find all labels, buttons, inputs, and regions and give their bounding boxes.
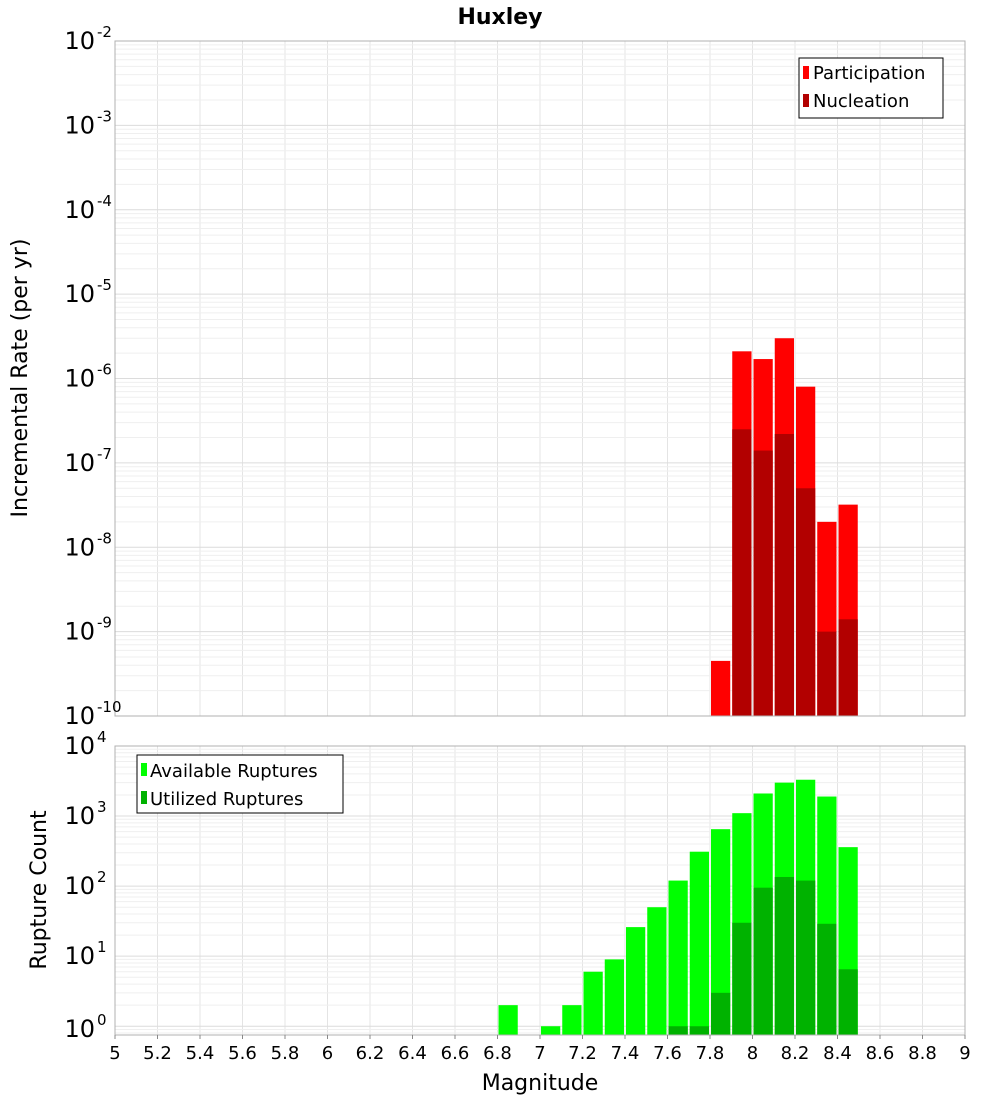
count-y-tick-base: 10 xyxy=(64,802,95,830)
x-tick-label: 6.4 xyxy=(398,1043,427,1064)
legend-swatch-nucleation xyxy=(803,94,809,107)
rate-panel: 10-210-310-410-510-610-710-810-910-10 In… xyxy=(8,23,966,730)
count-bar-available-ruptures xyxy=(711,829,731,1035)
count-bar-available-ruptures xyxy=(498,1005,518,1035)
rate-y-tick-base: 10 xyxy=(64,196,95,224)
rate-y-tick-base: 10 xyxy=(64,702,95,730)
count-bar-available-ruptures xyxy=(562,1005,582,1035)
count-bar-utilized-ruptures xyxy=(668,1026,688,1035)
legend-label-available: Available Ruptures xyxy=(150,761,318,782)
count-y-tick-base: 10 xyxy=(64,732,95,760)
rate-bar-nucleation xyxy=(796,488,816,716)
rate-y-tick-exp: -2 xyxy=(97,23,112,41)
rate-plot-border xyxy=(114,40,966,717)
legend-swatch-available xyxy=(141,763,147,776)
x-tick-label: 8.6 xyxy=(866,1043,895,1064)
x-tick-label: 8.8 xyxy=(908,1043,937,1064)
x-tick-label: 5.4 xyxy=(186,1043,215,1064)
rate-y-tick-base: 10 xyxy=(64,365,95,393)
rate-bar-nucleation xyxy=(838,619,858,716)
count-bar-utilized-ruptures xyxy=(796,880,816,1035)
rate-y-tick-exp: -3 xyxy=(97,107,112,125)
count-y-tick-exp: 0 xyxy=(97,1011,107,1029)
x-tick-label: 9 xyxy=(959,1043,970,1064)
legend-label-utilized: Utilized Ruptures xyxy=(150,789,303,810)
x-tick-label: 7 xyxy=(534,1043,545,1064)
count-bar-available-ruptures xyxy=(626,927,646,1035)
legend-label-nucleation: Nucleation xyxy=(813,91,909,112)
rate-y-tick-base: 10 xyxy=(64,27,95,55)
x-tick-label: 7.8 xyxy=(696,1043,725,1064)
rate-y-tick-exp: -9 xyxy=(97,614,112,632)
rate-y-tick-base: 10 xyxy=(64,618,95,646)
x-tick-label: 7.2 xyxy=(568,1043,597,1064)
x-tick-label: 6.2 xyxy=(356,1043,385,1064)
rate-y-tick-base: 10 xyxy=(64,449,95,477)
rate-bar-nucleation xyxy=(774,433,794,716)
x-tick-label: 6 xyxy=(322,1043,333,1064)
rate-y-tick-exp: -8 xyxy=(97,529,112,547)
count-bar-available-ruptures xyxy=(689,851,709,1035)
count-y-tick-exp: 1 xyxy=(97,938,107,956)
count-bar-utilized-ruptures xyxy=(817,923,837,1035)
rate-y-tick-exp: -4 xyxy=(97,192,112,210)
count-bar-available-ruptures xyxy=(541,1026,561,1035)
count-bar-utilized-ruptures xyxy=(838,969,858,1035)
count-bar-utilized-ruptures xyxy=(753,887,773,1035)
count-y-tick-exp: 4 xyxy=(97,728,107,746)
count-bar-utilized-ruptures xyxy=(732,922,752,1035)
rate-bar-nucleation xyxy=(732,429,752,716)
x-tick-label: 5.8 xyxy=(271,1043,300,1064)
rate-y-tick-base: 10 xyxy=(64,280,95,308)
legend-label-participation: Participation xyxy=(813,63,925,84)
rate-y-axis-label: Incremental Rate (per yr) xyxy=(8,239,33,518)
count-bar-available-ruptures xyxy=(583,971,603,1035)
count-y-tick-exp: 3 xyxy=(97,798,107,816)
rate-y-tick-exp: -10 xyxy=(97,698,122,716)
rate-bar-participation xyxy=(711,660,731,716)
rate-y-tick-exp: -7 xyxy=(97,445,112,463)
x-tick-label: 5 xyxy=(109,1043,120,1064)
x-tick-label: 8 xyxy=(747,1043,758,1064)
count-y-tick-base: 10 xyxy=(64,1015,95,1043)
rate-bar-nucleation xyxy=(817,631,837,716)
count-y-axis-label: Rupture Count xyxy=(27,810,52,970)
rate-y-tick-exp: -6 xyxy=(97,361,112,379)
count-bar-utilized-ruptures xyxy=(774,876,794,1035)
count-legend: Available Ruptures Utilized Ruptures xyxy=(136,754,344,814)
x-tick-label: 5.2 xyxy=(143,1043,172,1064)
x-tick-label: 7.4 xyxy=(611,1043,640,1064)
count-bar-utilized-ruptures xyxy=(689,1026,709,1035)
rate-bar-nucleation xyxy=(753,450,773,716)
count-y-tick-base: 10 xyxy=(64,942,95,970)
rate-y-tick-base: 10 xyxy=(64,533,95,561)
count-y-tick-exp: 2 xyxy=(97,868,107,886)
chart-title: Huxley xyxy=(457,5,542,30)
legend-swatch-utilized xyxy=(141,791,147,804)
x-tick-label: 6.6 xyxy=(441,1043,470,1064)
legend-swatch-participation xyxy=(803,66,809,79)
x-tick-label: 6.8 xyxy=(483,1043,512,1064)
count-bar-utilized-ruptures xyxy=(711,992,731,1035)
rate-y-tick-exp: -5 xyxy=(97,276,112,294)
rate-y-tick-base: 10 xyxy=(64,111,95,139)
rate-legend: Participation Nucleation xyxy=(798,57,944,119)
x-tick-label: 7.6 xyxy=(653,1043,682,1064)
count-bar-available-ruptures xyxy=(668,880,688,1035)
count-y-tick-base: 10 xyxy=(64,872,95,900)
count-bar-available-ruptures xyxy=(604,959,624,1035)
x-tick-label: 5.6 xyxy=(228,1043,257,1064)
x-tick-label: 8.2 xyxy=(781,1043,810,1064)
x-axis-label: Magnitude xyxy=(482,1071,599,1096)
count-bar-available-ruptures xyxy=(647,907,667,1035)
x-tick-label: 8.4 xyxy=(823,1043,852,1064)
